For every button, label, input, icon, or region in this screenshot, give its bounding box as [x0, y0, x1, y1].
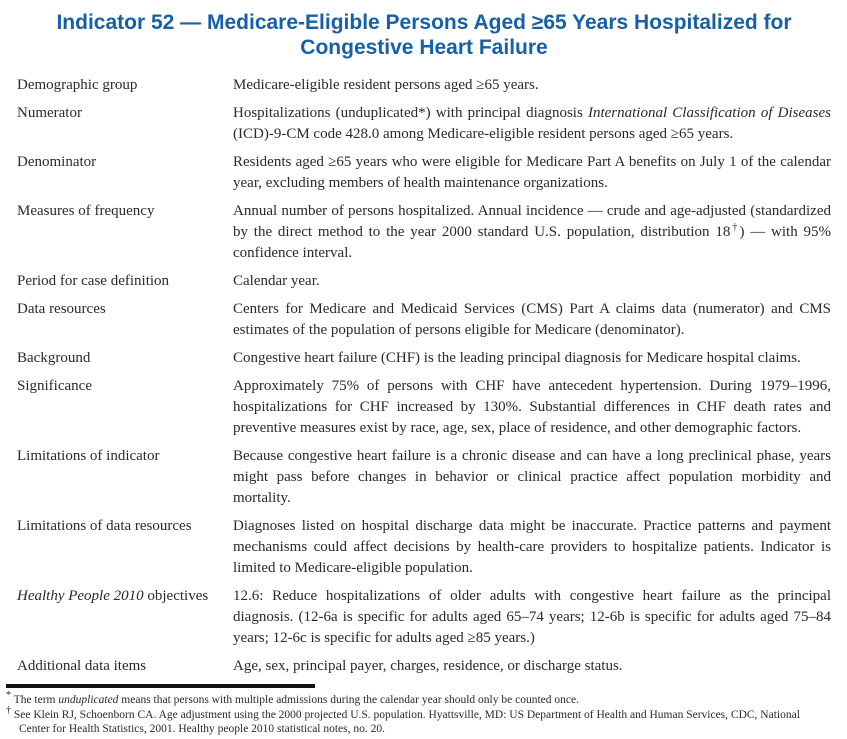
title-line-2: Congestive Heart Failure [300, 36, 548, 59]
page-title: Indicator 52 — Medicare-Eligible Persons… [25, 10, 823, 60]
indicator-definition-table: Demographic group Medicare-eligible resid… [17, 75, 831, 677]
row-label: Background [17, 350, 91, 366]
row-label: Demographic group [17, 77, 138, 93]
footnote-marker: † [6, 705, 11, 717]
footnote: * The term unduplicated means that perso… [6, 690, 831, 707]
row-label: Significance [17, 378, 92, 394]
definition-row: Denominator Residents aged ≥65 years who … [17, 152, 831, 194]
row-value: Age, sex, principal payer, charges, resi… [233, 658, 623, 674]
definition-row: Data resources Centers for Medicare and M… [17, 299, 831, 341]
row-value: Approximately 75% of persons with CHF ha… [233, 378, 831, 436]
definition-row: Measures of frequency Annual number of pe… [17, 201, 831, 264]
row-value: Because congestive heart failure is a ch… [233, 448, 831, 506]
row-label: Limitations of data resources [17, 518, 192, 534]
row-value: Diagnoses listed on hospital discharge d… [233, 518, 831, 576]
definition-row: Additional data items Age, sex, principal… [17, 656, 831, 677]
definition-row: Healthy People 2010 objectives 12.6: Redu… [17, 586, 831, 649]
definition-row: Limitations of data resources Diagnoses l… [17, 516, 831, 579]
definition-row: Demographic group Medicare-eligible resid… [17, 75, 831, 96]
row-value: Hospitalizations (unduplicated*) with pr… [233, 105, 831, 142]
row-label: Period for case definition [17, 273, 170, 289]
row-value: Residents aged ≥65 years who were eligib… [233, 154, 831, 191]
row-label: Data resources [17, 301, 106, 317]
footnotes-section: * The term unduplicated means that perso… [6, 690, 831, 736]
definition-row: Period for case definition Calendar year. [17, 271, 831, 292]
row-value: Medicare-eligible resident persons aged … [233, 77, 539, 93]
footnote-marker: * [6, 690, 11, 702]
definition-row: Significance Approximately 75% of persons… [17, 376, 831, 439]
title-line-1: Indicator 52 — Medicare-Eligible Persons… [56, 11, 792, 34]
footnote-text: The term unduplicated means that persons… [11, 694, 579, 706]
footnote-rule [6, 684, 315, 688]
definition-row: Limitations of indicator Because congesti… [17, 446, 831, 509]
row-value: 12.6: Reduce hospitalizations of older a… [233, 588, 831, 646]
row-value: Calendar year. [233, 273, 320, 289]
row-label: Numerator [17, 105, 82, 121]
row-label: Denominator [17, 154, 97, 170]
footnote-text: See Klein RJ, Schoenborn CA. Age adjustm… [11, 709, 800, 735]
row-label: Healthy People 2010 objectives [17, 588, 209, 604]
row-label: Limitations of indicator [17, 448, 160, 464]
footnote: † See Klein RJ, Schoenborn CA. Age adjus… [6, 705, 831, 736]
row-label: Additional data items [17, 658, 147, 674]
row-value: Annual number of persons hospitalized. A… [233, 203, 831, 261]
definition-row: Background Congestive heart failure (CHF)… [17, 348, 831, 369]
row-label: Measures of frequency [17, 203, 155, 219]
row-value: Centers for Medicare and Medicaid Servic… [233, 301, 831, 338]
definition-row: Numerator Hospitalizations (unduplicated*… [17, 103, 831, 145]
row-value: Congestive heart failure (CHF) is the le… [233, 350, 801, 366]
